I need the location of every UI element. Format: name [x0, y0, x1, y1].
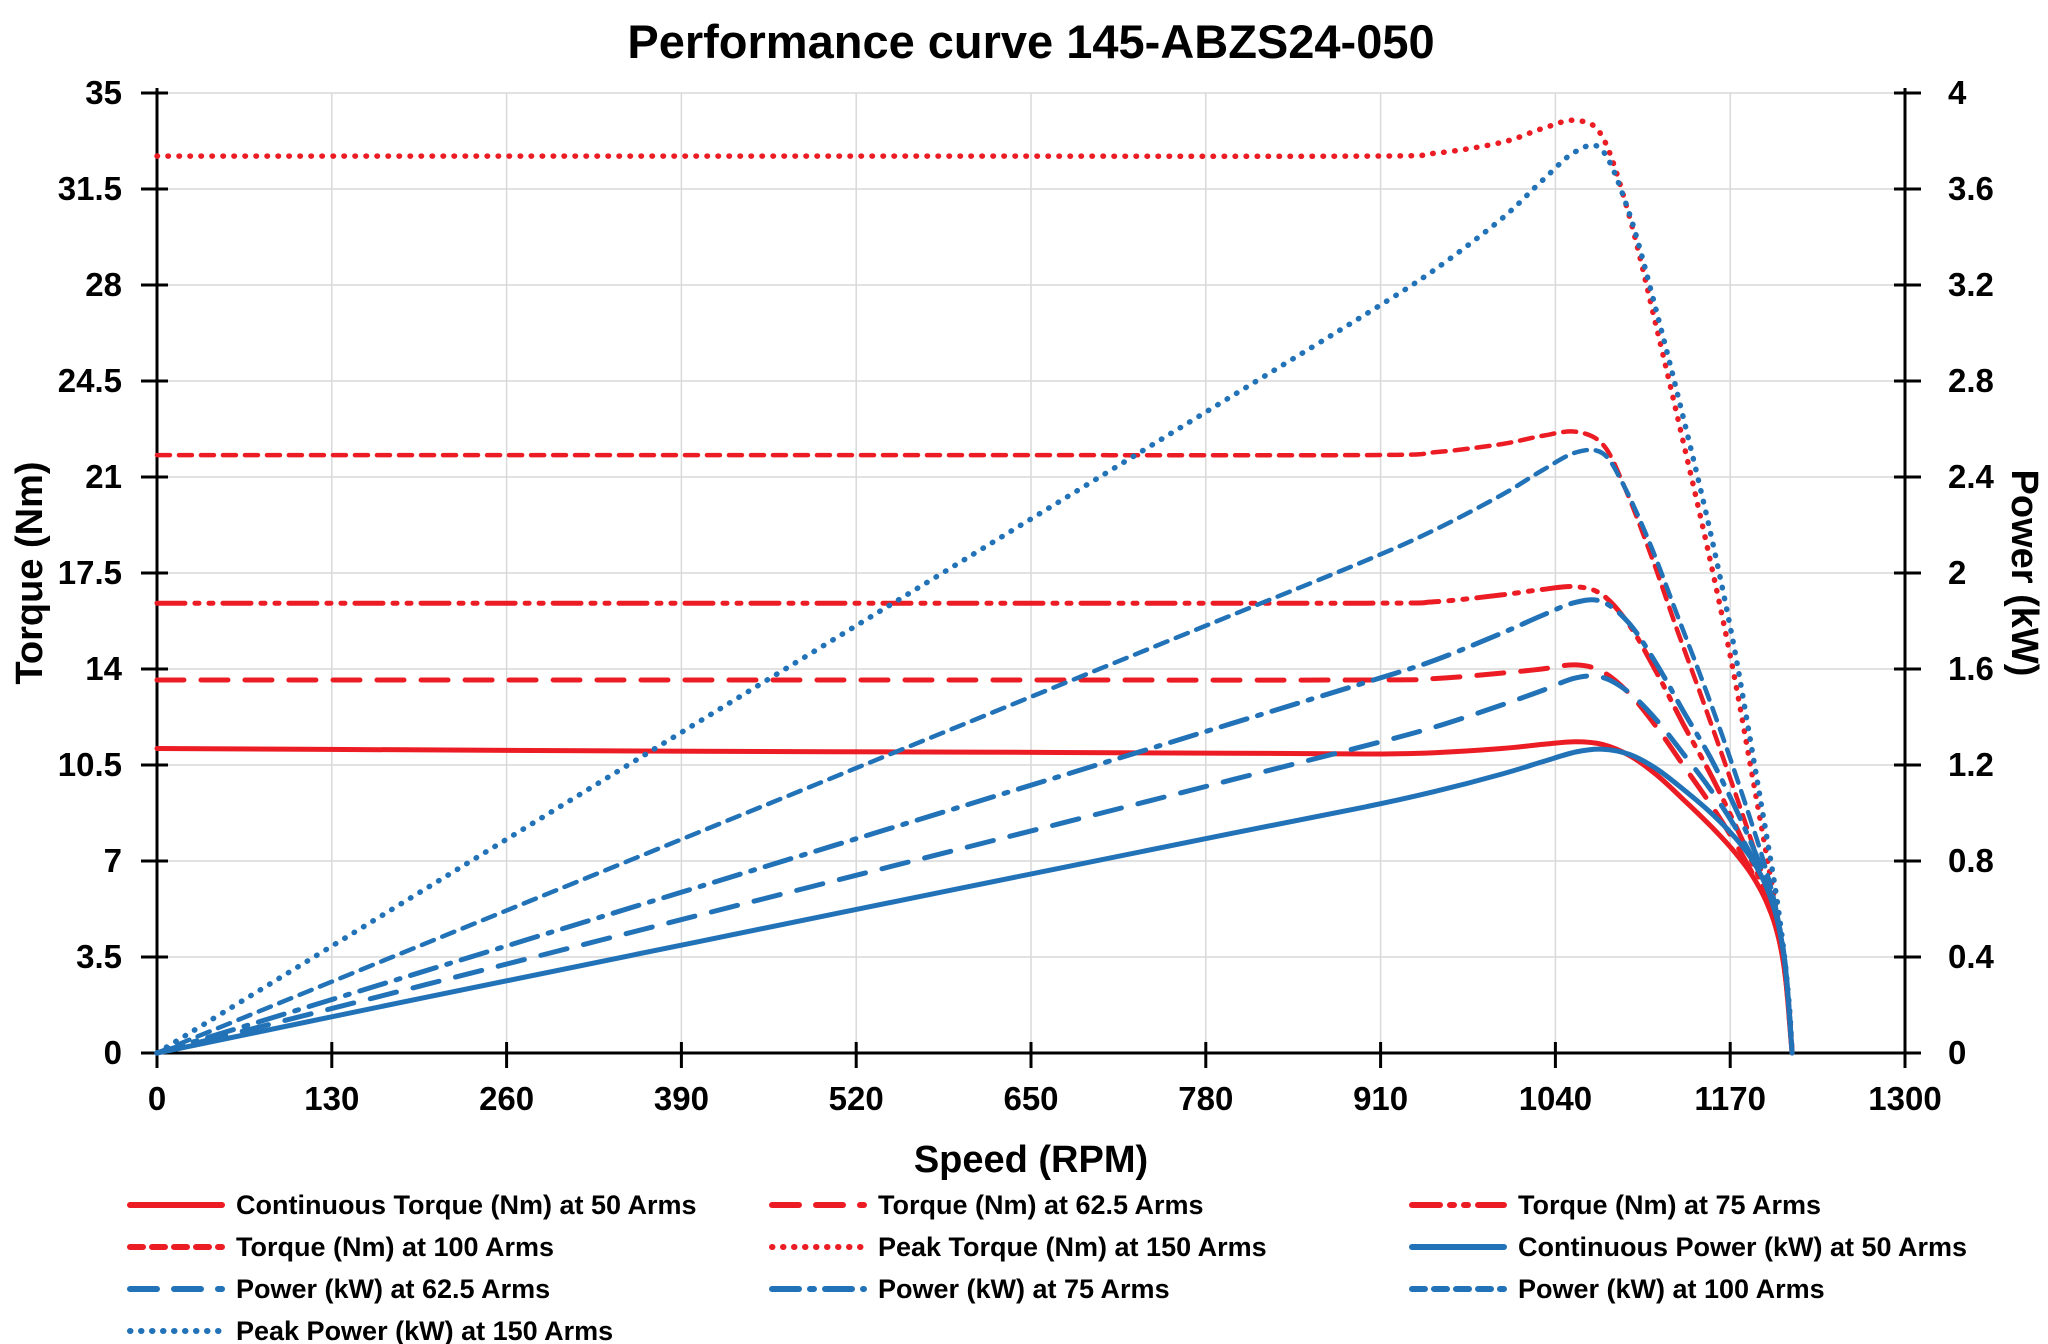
x-tick-label: 520: [829, 1080, 884, 1117]
chart-title: Performance curve 145-ABZS24-050: [627, 15, 1434, 68]
x-tick-label: 130: [304, 1080, 359, 1117]
legend-label-torque-75: Torque (Nm) at 75 Arms: [1518, 1190, 1821, 1220]
y-left-tick-label: 28: [85, 266, 122, 303]
y-left-tick-label: 3.5: [76, 938, 122, 975]
series-peak-power-150: [154, 142, 1795, 1056]
legend-item-continuous-torque-50: Continuous Torque (Nm) at 50 Arms: [127, 1190, 697, 1220]
legend-label-continuous-torque-50: Continuous Torque (Nm) at 50 Arms: [236, 1190, 697, 1220]
grid-lines: [156, 92, 1906, 1054]
legend-label-power-62-5: Power (kW) at 62.5 Arms: [236, 1274, 550, 1304]
y-left-tick-label: 10.5: [58, 746, 122, 783]
legend-label-peak-torque-150: Peak Torque (Nm) at 150 Arms: [878, 1232, 1267, 1262]
legend-item-power-62-5: Power (kW) at 62.5 Arms: [127, 1274, 550, 1304]
y-left-tick-label: 7: [104, 842, 122, 879]
x-tick-label: 1300: [1868, 1080, 1941, 1117]
series-peak-torque-150: [154, 117, 1795, 1056]
y-right-tick-label: 2: [1948, 554, 1966, 591]
legend-item-power-75: Power (kW) at 75 Arms: [769, 1274, 1170, 1304]
y-left-tick-label: 31.5: [58, 170, 122, 207]
legend-item-torque-75: Torque (Nm) at 75 Arms: [1409, 1190, 1821, 1220]
tick-labels: 0 130 260 390 520 650 780 910 1040 1170 130003.571…: [58, 74, 1995, 1117]
y-right-tick-label: 3.2: [1948, 266, 1994, 303]
x-tick-label: 910: [1353, 1080, 1408, 1117]
series-torque-62-5: [154, 662, 1795, 1056]
x-tick-label: 260: [479, 1080, 534, 1117]
x-axis-label: Speed (RPM): [914, 1139, 1148, 1181]
legend-label-peak-power-150: Peak Power (kW) at 150 Arms: [236, 1316, 613, 1344]
legend-label-power-100: Power (kW) at 100 Arms: [1518, 1274, 1825, 1304]
y-right-tick-label: 1.2: [1948, 746, 1994, 783]
legend-label-continuous-power-50: Continuous Power (kW) at 50 Arms: [1518, 1232, 1967, 1262]
y-left-tick-label: 35: [85, 74, 122, 111]
legend-item-torque-62-5: Torque (Nm) at 62.5 Arms: [769, 1190, 1204, 1220]
y-right-tick-label: 2.8: [1948, 362, 1994, 399]
legend-label-power-75: Power (kW) at 75 Arms: [878, 1274, 1170, 1304]
y-left-axis-label: Torque (Nm): [9, 461, 51, 684]
data-series: [154, 117, 1795, 1056]
y-right-tick-label: 4: [1948, 74, 1967, 111]
y-right-tick-label: 1.6: [1948, 650, 1994, 687]
series-power-100: [154, 447, 1795, 1056]
chart-legend: Peak Torque (Nm) at 150 Arms Torque (Nm) …: [127, 1190, 1967, 1344]
axes: [141, 88, 1921, 1068]
y-left-tick-label: 17.5: [58, 554, 122, 591]
series-continuous-power-50: [154, 746, 1795, 1056]
series-torque-75: [154, 584, 1795, 1056]
legend-item-peak-torque-150: Peak Torque (Nm) at 150 Arms: [769, 1232, 1267, 1262]
x-tick-label: 390: [654, 1080, 709, 1117]
y-right-tick-label: 0: [1948, 1034, 1966, 1071]
y-right-tick-label: 3.6: [1948, 170, 1994, 207]
x-tick-label: 650: [1003, 1080, 1058, 1117]
x-tick-label: 780: [1178, 1080, 1233, 1117]
y-left-tick-label: 0: [104, 1034, 122, 1071]
legend-item-continuous-power-50: Continuous Power (kW) at 50 Arms: [1409, 1232, 1967, 1262]
series-power-75: [154, 597, 1795, 1056]
series-continuous-torque-50: [154, 739, 1795, 1056]
y-left-tick-label: 24.5: [58, 362, 122, 399]
y-right-tick-label: 0.8: [1948, 842, 1994, 879]
legend-item-torque-100: Torque (Nm) at 100 Arms: [127, 1232, 554, 1262]
x-tick-label: 0: [148, 1080, 166, 1117]
y-right-tick-label: 2.4: [1948, 458, 1995, 495]
chart-text: Performance curve 145-ABZS24-050 Speed (…: [9, 15, 2045, 1181]
y-left-tick-label: 14: [85, 650, 122, 687]
legend-item-power-100: Power (kW) at 100 Arms: [1409, 1274, 1825, 1304]
series-power-62-5: [154, 673, 1795, 1056]
x-tick-label: 1170: [1694, 1080, 1766, 1117]
legend-label-torque-62-5: Torque (Nm) at 62.5 Arms: [878, 1190, 1204, 1220]
y-right-axis-label: Power (kW): [2003, 470, 2045, 677]
y-right-tick-label: 0.4: [1948, 938, 1995, 975]
legend-item-peak-power-150: Peak Power (kW) at 150 Arms: [127, 1316, 613, 1344]
legend-label-torque-100: Torque (Nm) at 100 Arms: [236, 1232, 554, 1262]
x-tick-label: 1040: [1519, 1080, 1592, 1117]
y-left-tick-label: 21: [85, 458, 122, 495]
